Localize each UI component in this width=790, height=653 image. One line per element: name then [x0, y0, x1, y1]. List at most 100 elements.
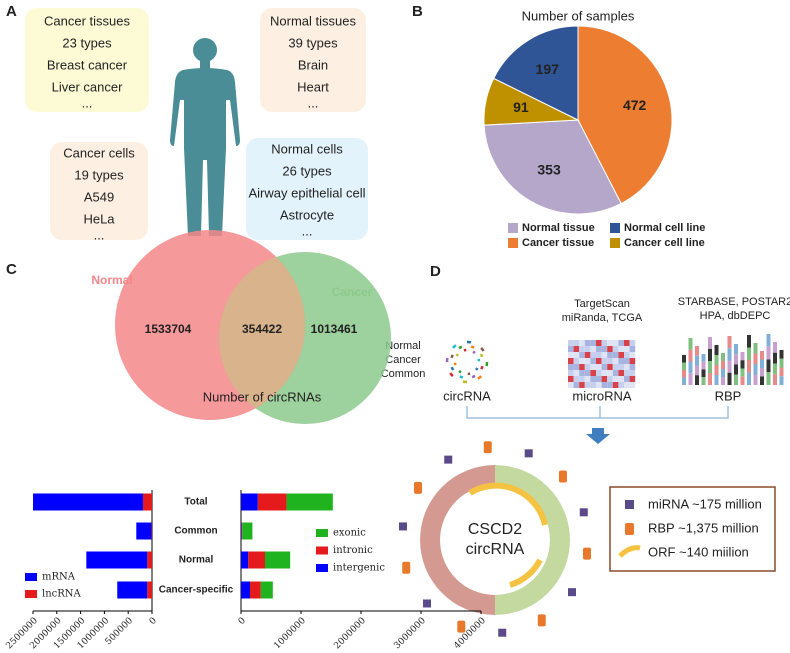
rbp-bar: [727, 336, 732, 349]
heatmap-cell: [607, 382, 613, 388]
heatmap-cell: [618, 352, 624, 358]
heatmap-cell: [629, 382, 636, 388]
heatmap-cell: [629, 352, 636, 358]
rbp-bar: [682, 355, 686, 363]
arrow: [586, 428, 610, 444]
heatmap-cell: [624, 352, 630, 358]
heatmap-cell: [612, 376, 619, 382]
rbp-bar: [701, 354, 706, 362]
heatmap-cell: [573, 358, 580, 364]
circrna-arc: [479, 353, 484, 358]
bar-segment: [250, 581, 261, 599]
rbp-bar: [773, 342, 777, 353]
bar-segment: [136, 522, 152, 540]
cube-icon: [398, 522, 407, 531]
heatmap-cell: [568, 340, 574, 346]
heatmap-cell: [596, 376, 602, 382]
rbp-bar: [773, 352, 777, 364]
box-text: 19 types: [74, 167, 124, 182]
legend-text: RBP ~1,375 million: [648, 520, 759, 535]
rbp-bar: [714, 355, 719, 365]
heatmap-cell: [573, 340, 580, 346]
rbp-bar: [695, 346, 699, 356]
cube-icon: [568, 588, 577, 597]
heatmap-cell: [596, 352, 602, 358]
data-label: 91: [513, 99, 529, 115]
rbp-bar: [727, 372, 732, 385]
panel-letter: A: [6, 3, 17, 20]
heatmap-cell: [590, 352, 596, 358]
circrna-arc: [458, 345, 463, 350]
ring-half: [420, 465, 495, 615]
heatmap-cell: [568, 352, 574, 358]
bar-segment: [242, 522, 253, 540]
cube-icon: [579, 508, 588, 517]
cube-icon: [444, 455, 453, 464]
data-label: 1013461: [311, 322, 358, 336]
bar-segment: [241, 522, 243, 540]
heatmap-cell: [584, 376, 591, 382]
box: [246, 138, 368, 240]
data-label: 353: [537, 161, 561, 177]
category-label: Cancer-specific: [159, 585, 234, 596]
panel-letter: B: [412, 3, 423, 20]
box-text: 23 types: [62, 35, 112, 50]
box-text: 39 types: [288, 35, 338, 50]
bar-segment: [147, 551, 152, 569]
circrna-arc: [470, 345, 475, 349]
legend-label: Cancer tissue: [522, 237, 594, 249]
rbp-bar: [740, 376, 745, 385]
box-text: Cancer cells: [63, 145, 135, 160]
heatmap-cell: [568, 346, 574, 352]
panel-letter: D: [430, 263, 441, 280]
legend-label: Normal tissue: [522, 222, 595, 234]
source-label: HPA, dbDEPC: [700, 310, 771, 322]
circrna-arc: [450, 366, 455, 371]
rbp-bar: [760, 376, 764, 385]
heatmap-cell: [584, 370, 591, 376]
heatmap-cell: [607, 340, 613, 346]
box-text: 26 types: [282, 163, 332, 178]
rbp-bar: [734, 364, 738, 375]
box-text: Airway epithelial cell: [248, 185, 365, 200]
source-label: TargetScan: [574, 298, 630, 310]
legend-label: Normal cell line: [624, 222, 705, 234]
image-label: RBP: [715, 388, 742, 403]
rbp-bar: [701, 377, 706, 385]
x-tick-label: 1000000: [272, 616, 308, 652]
bar-segment: [33, 493, 143, 511]
rbp-bar: [682, 377, 686, 385]
heatmap-cell: [568, 358, 574, 364]
cylinder-icon: [413, 481, 422, 494]
rbp-bar: [708, 361, 712, 373]
heatmap-cell: [612, 352, 619, 358]
heatmap-cell: [607, 346, 613, 352]
legend-swatch: [508, 238, 518, 248]
bar-segment: [286, 493, 333, 511]
legend-swatch: [610, 238, 620, 248]
center-label: CSCD2: [468, 521, 522, 538]
rbp-bar: [740, 352, 745, 361]
venn-intersection: [219, 252, 305, 420]
bar-segment: [142, 493, 152, 511]
heatmap-cell: [629, 364, 636, 370]
box-text: Liver cancer: [52, 79, 123, 94]
orf-arc: [509, 558, 543, 588]
legend-box: [609, 486, 776, 572]
heatmap-cell: [568, 370, 574, 376]
legend-label: Cancer cell line: [624, 237, 705, 249]
box-text: A549: [84, 189, 114, 204]
heatmap-cell: [618, 358, 624, 364]
box-text: ...: [94, 227, 105, 242]
rbp-bar: [766, 359, 771, 373]
rbp-bar: [708, 349, 712, 361]
heatmap-cell: [590, 340, 596, 346]
heatmap-cell: [568, 376, 574, 382]
box-text: ...: [82, 95, 93, 110]
box-text: Heart: [297, 79, 329, 94]
center-label: circRNA: [466, 541, 525, 558]
legend-swatch: [25, 590, 37, 598]
heatmap-cell: [596, 346, 602, 352]
legend-swatch: [610, 223, 620, 233]
chart-title: Number of circRNAs: [203, 389, 322, 404]
